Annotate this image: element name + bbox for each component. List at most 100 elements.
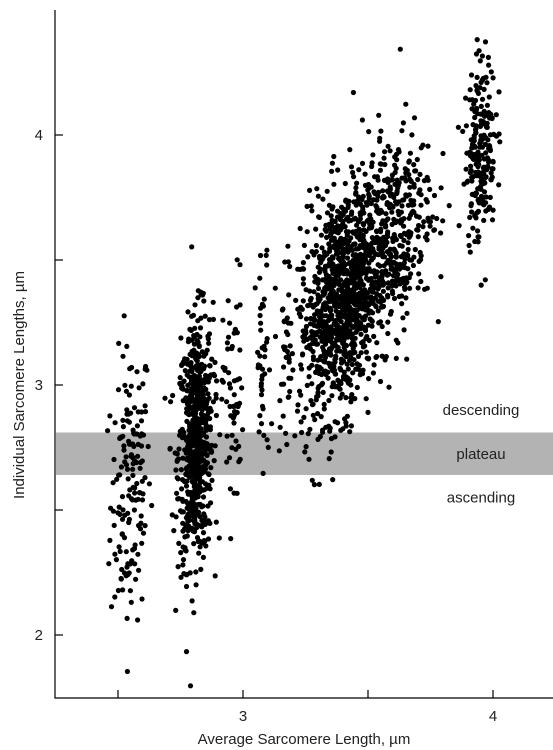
data-point <box>195 295 201 301</box>
data-point <box>178 550 184 556</box>
data-point <box>404 356 410 362</box>
data-point <box>335 167 341 173</box>
data-point <box>120 587 126 593</box>
data-point <box>374 234 380 240</box>
data-point <box>438 185 444 191</box>
data-point <box>196 450 202 456</box>
data-point <box>173 607 179 614</box>
data-point <box>124 466 131 472</box>
data-point <box>389 172 395 178</box>
y-tick-label: 3 <box>35 377 43 394</box>
data-point <box>329 168 335 174</box>
data-point <box>304 336 310 342</box>
data-point <box>203 543 209 549</box>
data-point <box>281 381 287 387</box>
data-point <box>188 391 194 397</box>
data-point <box>310 357 317 363</box>
data-point <box>203 434 209 440</box>
x-axis-title: Average Sarcomere Length, µm <box>198 731 411 748</box>
data-point <box>326 241 332 247</box>
data-point <box>287 263 293 270</box>
data-point <box>204 347 210 353</box>
data-point <box>240 427 246 433</box>
data-point <box>344 284 350 290</box>
data-point <box>489 174 495 180</box>
data-point <box>363 349 369 355</box>
data-point <box>303 406 309 412</box>
data-point <box>468 203 474 209</box>
data-point <box>328 449 334 455</box>
data-point <box>185 470 191 476</box>
data-point <box>257 413 263 419</box>
data-point <box>381 155 387 161</box>
data-point <box>230 403 236 409</box>
data-point <box>139 458 145 464</box>
data-point <box>194 366 200 372</box>
data-point <box>347 298 353 305</box>
data-point <box>487 115 493 121</box>
data-point <box>313 226 319 232</box>
data-point <box>421 219 427 225</box>
data-point <box>374 353 380 360</box>
data-point <box>477 58 483 64</box>
data-point <box>235 403 241 410</box>
data-point <box>369 163 375 170</box>
data-point <box>199 470 205 476</box>
data-point <box>146 481 152 487</box>
data-point <box>364 275 370 282</box>
data-point <box>285 259 291 265</box>
data-point <box>117 511 123 517</box>
data-point <box>217 432 223 438</box>
region-label-descending: descending <box>443 402 520 419</box>
data-point <box>306 456 312 462</box>
data-point <box>118 464 124 470</box>
data-point <box>324 188 330 194</box>
data-point <box>474 74 480 80</box>
data-point <box>108 604 115 610</box>
data-point <box>110 480 116 486</box>
data-point <box>329 339 335 346</box>
data-point <box>279 307 285 313</box>
data-point <box>228 536 234 542</box>
data-point <box>351 357 357 363</box>
data-point <box>393 261 399 267</box>
data-point <box>387 184 393 190</box>
data-point <box>357 210 363 216</box>
data-point <box>304 382 310 388</box>
data-point <box>366 242 372 248</box>
data-point <box>203 386 209 392</box>
data-point <box>405 240 411 246</box>
data-point <box>225 334 232 340</box>
data-point <box>282 344 288 350</box>
data-point <box>332 218 338 224</box>
data-point <box>309 208 315 214</box>
data-point <box>485 206 491 212</box>
data-point <box>368 294 374 300</box>
data-point <box>293 297 299 303</box>
data-point <box>315 411 321 417</box>
data-point <box>198 566 204 573</box>
data-point <box>114 476 120 482</box>
data-point <box>206 395 212 401</box>
data-point <box>372 274 378 280</box>
data-point <box>376 240 382 246</box>
data-point <box>199 517 205 524</box>
data-point <box>306 365 312 371</box>
data-point <box>376 320 382 326</box>
data-point <box>123 388 129 394</box>
data-point <box>259 387 265 393</box>
data-point <box>333 265 339 271</box>
data-point <box>332 225 338 231</box>
data-point <box>339 391 345 397</box>
data-point <box>399 218 405 224</box>
data-point <box>318 354 324 360</box>
data-point <box>197 466 203 472</box>
data-point <box>311 482 317 488</box>
data-point <box>131 430 137 436</box>
data-point <box>138 418 145 424</box>
data-point <box>189 368 195 374</box>
data-point <box>401 260 407 266</box>
data-point <box>188 489 194 496</box>
data-point <box>124 407 130 413</box>
data-point <box>198 426 204 432</box>
